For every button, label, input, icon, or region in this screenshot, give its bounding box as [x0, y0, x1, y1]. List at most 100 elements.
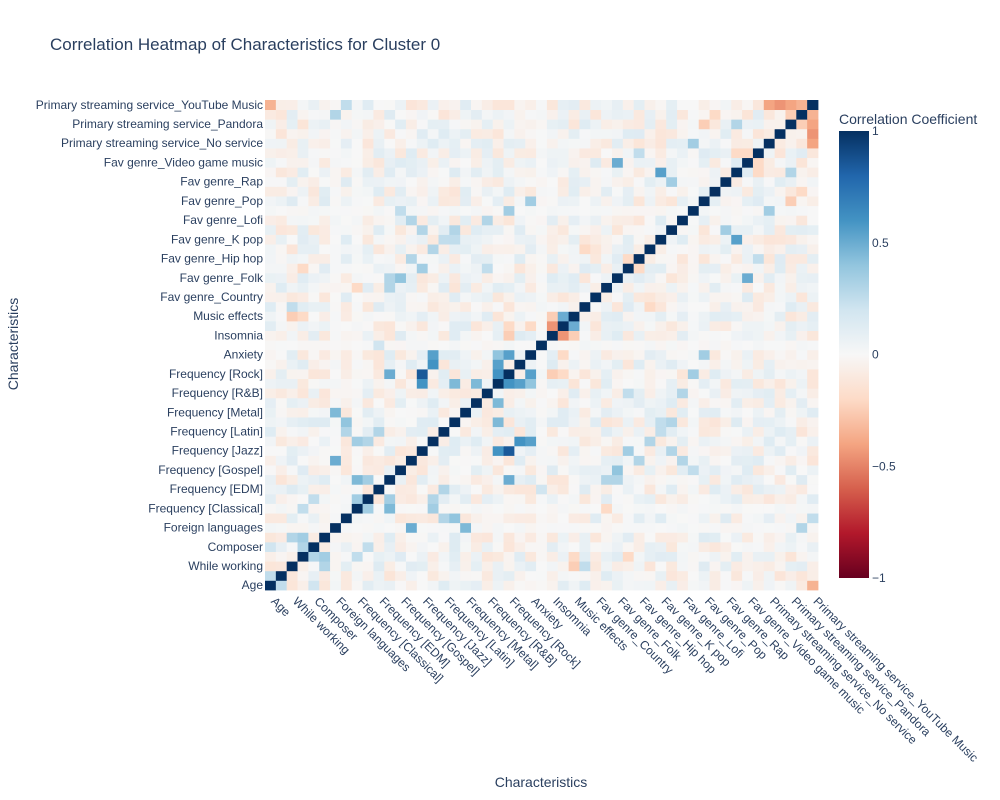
heatmap-cell: [579, 176, 591, 187]
heatmap-cell: [677, 570, 689, 581]
heatmap-cell: [774, 407, 786, 418]
heatmap-cell: [503, 301, 515, 312]
heatmap-cell: [405, 522, 418, 533]
heatmap-cell: [579, 580, 591, 591]
heatmap-cell: [546, 436, 559, 447]
heatmap-cell: [568, 417, 580, 428]
heatmap-cell: [698, 378, 710, 389]
heatmap-cell: [275, 100, 288, 111]
heatmap-cell: [275, 561, 288, 572]
heatmap-cell: [633, 513, 645, 524]
heatmap-cell: [644, 378, 656, 389]
heatmap-cell: [384, 128, 396, 139]
heatmap-cell: [384, 426, 396, 437]
heatmap-cell: [503, 138, 515, 149]
heatmap-cell: [731, 522, 743, 533]
heatmap-cell: [687, 119, 700, 130]
heatmap-cell: [384, 167, 396, 178]
heatmap-cell: [720, 541, 732, 552]
heatmap-cell: [330, 138, 342, 149]
heatmap-cell: [416, 378, 429, 389]
heatmap-cell: [611, 292, 624, 303]
heatmap-cell: [416, 580, 429, 591]
heatmap-cell: [785, 234, 797, 245]
heatmap-cell: [492, 522, 504, 533]
heatmap-cell: [742, 426, 754, 437]
heatmap-cell: [427, 465, 439, 476]
heatmap-cell: [720, 388, 732, 399]
heatmap-cell: [633, 138, 645, 149]
heatmap-cell: [698, 330, 710, 341]
heatmap-cell: [720, 359, 732, 370]
heatmap-cell: [731, 532, 743, 543]
heatmap-cell: [742, 311, 754, 322]
heatmap-cell: [731, 176, 743, 187]
heatmap-cell: [340, 292, 353, 303]
heatmap-cell: [492, 397, 504, 408]
heatmap-cell: [796, 138, 808, 149]
heatmap-cell: [666, 301, 678, 312]
heatmap-cell: [796, 445, 808, 456]
heatmap-cell: [427, 493, 439, 504]
heatmap-cell: [416, 493, 429, 504]
heatmap-cell: [416, 100, 429, 111]
heatmap-cell: [557, 493, 569, 504]
heatmap-cell: [687, 272, 700, 283]
heatmap-cell: [405, 349, 418, 360]
heatmap-cell: [796, 292, 808, 303]
heatmap-cell: [384, 580, 396, 591]
heatmap-cell: [655, 397, 667, 408]
heatmap-cell: [731, 186, 743, 197]
heatmap-cell: [438, 263, 450, 274]
heatmap-cell: [471, 148, 483, 159]
heatmap-cell: [731, 445, 743, 456]
heatmap-cell: [709, 311, 721, 322]
heatmap-cell: [275, 320, 288, 331]
heatmap-cell: [601, 263, 613, 274]
heatmap-cell: [362, 551, 374, 562]
heatmap-cell: [427, 340, 439, 351]
heatmap-cell: [655, 369, 667, 380]
heatmap-cell: [471, 100, 483, 111]
heatmap-cell: [568, 138, 580, 149]
heatmap-cell: [395, 397, 407, 408]
heatmap-cell: [275, 311, 288, 322]
heatmap-cell: [536, 436, 548, 447]
heatmap-cell: [265, 493, 277, 504]
heatmap-cell: [644, 417, 656, 428]
heatmap-cell: [742, 292, 754, 303]
heatmap-cell: [395, 109, 407, 120]
heatmap-cell: [666, 522, 678, 533]
heatmap-cell: [265, 369, 277, 380]
heatmap-cell: [427, 445, 439, 456]
heatmap-cell: [308, 436, 320, 447]
heatmap-cell: [481, 320, 494, 331]
heatmap-cell: [449, 224, 461, 235]
heatmap-cell: [763, 522, 776, 533]
heatmap-cell: [536, 570, 548, 581]
heatmap-cell: [340, 359, 353, 370]
heatmap-cell: [546, 503, 559, 514]
heatmap-cell: [644, 397, 656, 408]
heatmap-cell: [774, 465, 786, 476]
heatmap-cell: [362, 493, 374, 504]
heatmap-cell: [807, 330, 819, 341]
heatmap-cell: [807, 522, 819, 533]
heatmap-cell: [351, 474, 363, 485]
heatmap-cell: [536, 138, 548, 149]
heatmap-cell: [449, 369, 461, 380]
heatmap-cell: [655, 436, 667, 447]
heatmap-cell: [644, 186, 656, 197]
heatmap-cell: [742, 522, 754, 533]
heatmap-cell: [405, 301, 418, 312]
heatmap-cell: [297, 196, 309, 207]
heatmap-cell: [427, 522, 439, 533]
heatmap-cell: [622, 176, 635, 187]
heatmap-cell: [763, 436, 776, 447]
heatmap-cell: [579, 224, 591, 235]
heatmap-cell: [568, 272, 580, 283]
heatmap-cell: [774, 176, 786, 187]
heatmap-cell: [395, 455, 407, 466]
heatmap-cell: [405, 128, 418, 139]
heatmap-cell: [362, 378, 374, 389]
